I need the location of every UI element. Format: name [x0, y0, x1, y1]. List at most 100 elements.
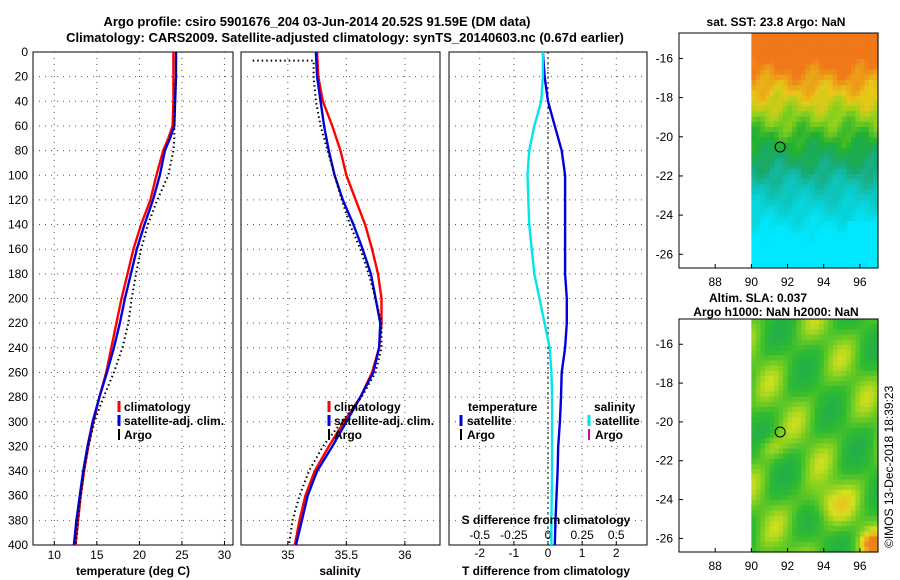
sla-cell-28-13	[810, 463, 816, 470]
sst-cell-21-6	[778, 142, 784, 149]
sst-cell-35-9	[792, 215, 798, 222]
sst-cell-20-11	[801, 137, 807, 144]
sla-cell-17-3	[764, 407, 771, 413]
sla-cell-32-5	[773, 484, 780, 491]
sst-cell-25-10	[796, 163, 802, 170]
sla-cell-30-19	[837, 474, 843, 481]
sst-cell-16-11	[801, 116, 807, 123]
salinity-legend-argo: Argo	[334, 428, 362, 442]
sst-cell-14-17	[828, 106, 834, 112]
sst-cell-29-8	[787, 184, 793, 191]
sst-cell-16-22	[850, 116, 856, 123]
sst-cell-38-14	[814, 231, 820, 238]
sst-cell-15-27	[873, 111, 879, 118]
sst-cell-32-11	[801, 200, 807, 206]
sla-cell-29-25	[864, 469, 870, 475]
sst-cell-38-10	[796, 231, 802, 238]
sla-cell-6-25	[864, 350, 870, 356]
sst-cell-39-11	[801, 236, 807, 243]
sla-cell-22-23	[855, 432, 861, 439]
sst-cell-27-2	[760, 174, 766, 180]
sst-cell-20-12	[805, 137, 811, 144]
sst-cell-25-18	[832, 163, 838, 170]
sst-cell-25-3	[764, 163, 771, 170]
sla-cell-12-11	[801, 381, 807, 387]
depth-tick-label-4: 80	[15, 144, 29, 158]
sst-cell-6-16	[823, 64, 829, 71]
sst-cell-19-6	[778, 132, 784, 139]
sst-cell-41-0	[751, 247, 757, 253]
sla-cell-29-21	[846, 469, 852, 475]
sst-cell-5-6	[778, 59, 784, 65]
sst-cell-10-1	[755, 85, 762, 92]
sst-cell-17-12	[805, 121, 811, 128]
sst-cell-38-7	[783, 231, 789, 238]
sla-cell-30-26	[868, 474, 875, 481]
sst-cell-20-14	[814, 137, 820, 144]
sst-cell-7-8	[787, 69, 793, 76]
sla-cell-37-23	[855, 510, 861, 517]
sst-cell-34-4	[769, 210, 775, 217]
sla-cell-14-26	[868, 391, 875, 398]
sla-ytick-label-0: -16	[656, 337, 674, 351]
sla-cell-14-22	[850, 391, 856, 398]
sst-cell-27-3	[764, 174, 771, 180]
sla-cell-15-19	[837, 396, 843, 403]
sst-cell-32-4	[769, 200, 775, 206]
sst-cell-42-14	[814, 252, 820, 259]
sst-cell-1-17	[828, 38, 834, 45]
sla-cell-8-25	[864, 360, 870, 367]
sla-cell-3-17	[828, 334, 834, 341]
sst-cell-17-14	[814, 121, 820, 128]
sla-cell-14-11	[801, 391, 807, 398]
sst-cell-5-4	[769, 59, 775, 65]
sla-cell-1-14	[814, 324, 820, 330]
sst-cell-35-10	[796, 215, 802, 222]
sst-cell-39-9	[792, 236, 798, 243]
sla-cell-0-10	[796, 319, 802, 325]
sla-cell-33-6	[778, 489, 784, 496]
sst-cell-35-0	[751, 215, 757, 222]
sst-cell-4-0	[751, 53, 757, 60]
sla-cell-11-23	[855, 375, 861, 382]
sst-cell-9-26	[868, 80, 875, 86]
sst-cell-24-1	[755, 158, 762, 165]
sst-cell-35-4	[769, 215, 775, 222]
sst-cell-8-17	[828, 74, 834, 81]
sst-cell-40-7	[783, 241, 789, 248]
sst-cell-29-16	[823, 184, 829, 191]
sla-cell-6-6	[778, 350, 784, 356]
sla-cell-30-16	[823, 474, 829, 481]
sst-cell-4-22	[850, 53, 856, 60]
sst-cell-32-2	[760, 200, 766, 206]
sst-cell-38-8	[787, 231, 793, 238]
sla-cell-12-8	[787, 381, 793, 387]
sst-cell-31-9	[792, 194, 798, 201]
sla-cell-26-20	[841, 453, 847, 460]
sst-cell-22-23	[855, 147, 861, 154]
sla-cell-42-17	[828, 536, 834, 543]
difference-x-ticks: -2 -1 0 1 2	[474, 541, 620, 560]
sst-ytick-label-4: -24	[656, 208, 674, 222]
sla-cell-37-25	[864, 510, 870, 517]
sst-cell-1-5	[773, 38, 780, 45]
sla-cell-12-13	[810, 381, 816, 387]
sla-cell-26-16	[823, 453, 829, 460]
sla-cell-40-6	[778, 526, 784, 532]
sst-cell-3-3	[764, 48, 771, 55]
sla-cell-9-8	[787, 365, 793, 372]
sst-cell-19-0	[751, 132, 757, 139]
sst-cell-31-26	[868, 194, 875, 201]
sla-cell-43-15	[819, 541, 825, 548]
sla-cell-11-12	[805, 375, 811, 382]
sst-cell-26-1	[755, 168, 762, 175]
sla-cell-28-2	[760, 463, 766, 470]
salinity-x-label: salinity	[319, 564, 361, 578]
sla-cell-39-5	[773, 520, 780, 527]
sla-cell-10-18	[832, 370, 838, 377]
sst-cell-20-8	[787, 137, 793, 144]
sst-cell-9-25	[864, 80, 870, 86]
sst-cell-9-17	[828, 80, 834, 86]
sla-cell-10-24	[859, 370, 866, 377]
sla-cell-20-0	[751, 422, 757, 429]
